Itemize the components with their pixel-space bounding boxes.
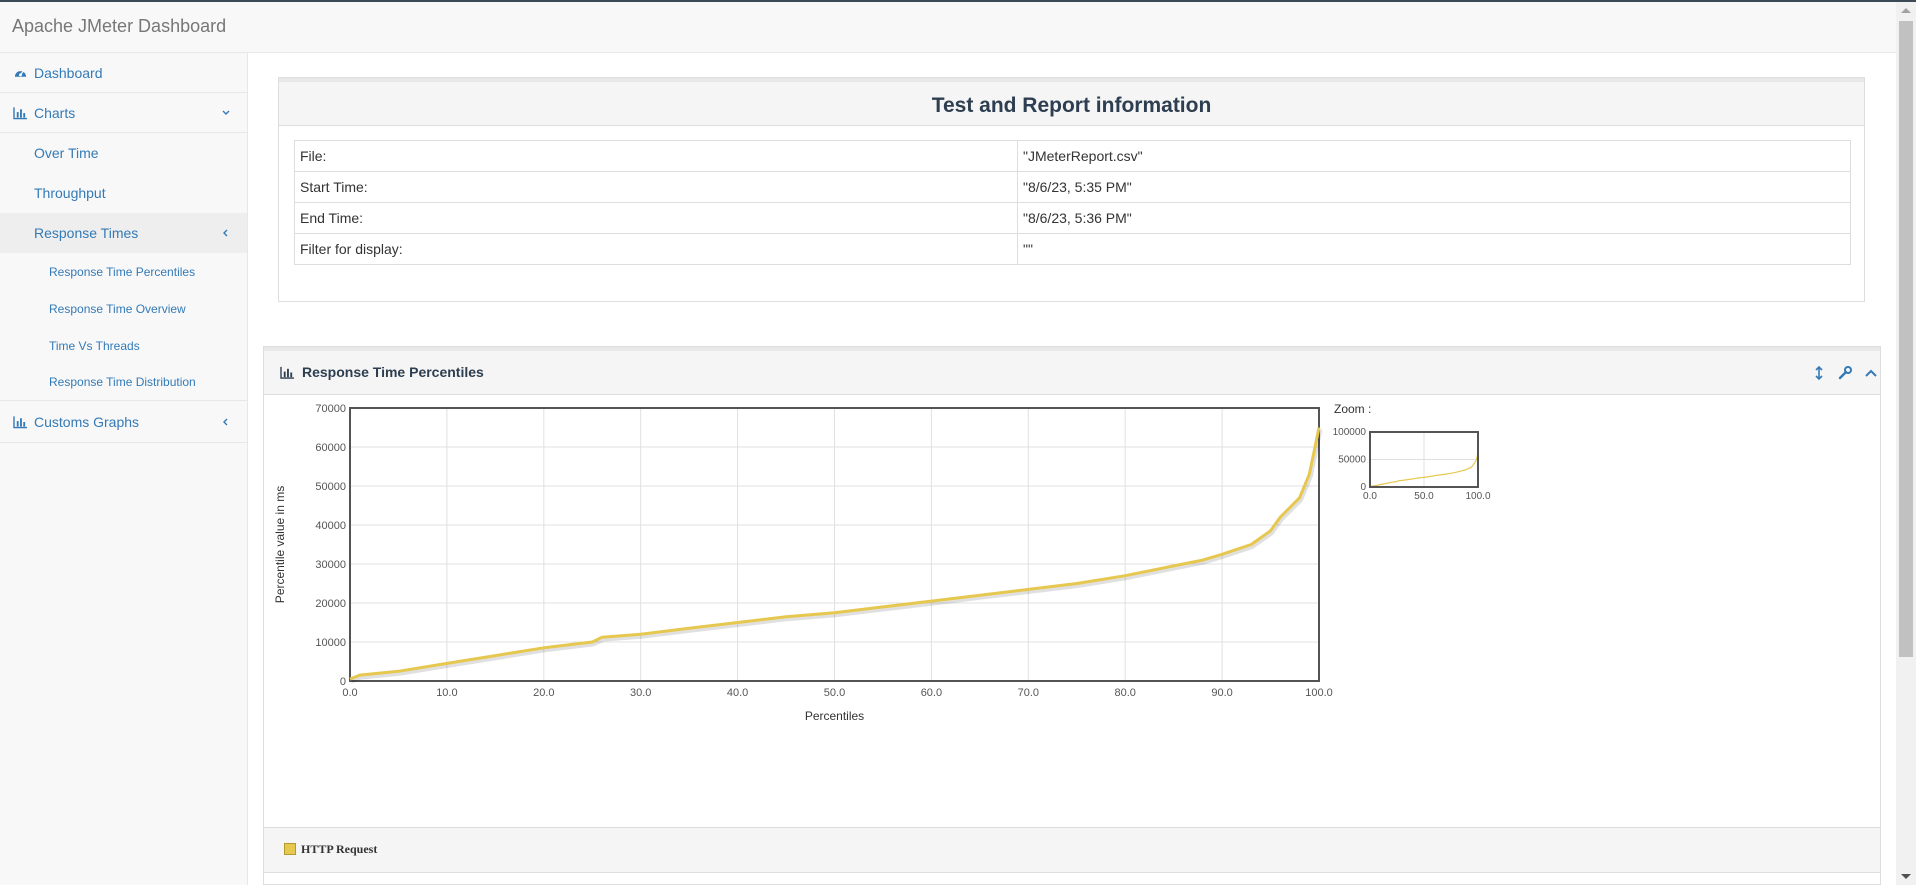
- chart-axes: 0.0 10.0 20.0 30.0 40.0 50.0 60.0 70.0 80.0 90.0 1…: [315, 403, 1332, 699]
- navbar: Apache JMeter Dashboard: [0, 2, 1896, 53]
- window-top-border: [0, 0, 1916, 2]
- y-tick-label: 20000: [315, 598, 346, 610]
- chart-legend: HTTP Request: [264, 827, 1880, 873]
- zoom-plot-border: [1369, 431, 1479, 488]
- x-tick-label: 10.0: [436, 687, 457, 699]
- x-axis-label: Percentiles: [805, 709, 864, 723]
- chevron-down-icon: [222, 110, 230, 115]
- zoom-y-tick-label: 50000: [1338, 455, 1366, 466]
- y-tick-label: 0: [340, 676, 346, 688]
- chevron-left-icon: [223, 229, 228, 237]
- info-key: Start Time:: [294, 171, 1018, 203]
- app-title[interactable]: Apache JMeter Dashboard: [12, 16, 227, 36]
- response-time-percentiles-chart[interactable]: 0.0 10.0 20.0 30.0 40.0 50.0 60.0 70.0 80.0 90.0 1…: [264, 395, 1874, 823]
- x-tick-label: 70.0: [1018, 687, 1039, 699]
- y-axis-label: Percentile value in ms: [273, 486, 287, 603]
- y-tick-label: 10000: [315, 637, 346, 649]
- info-table: File: "JMeterReport.csv" Start Time: "8/…: [294, 140, 1851, 265]
- panel-title: Response Time Percentiles: [302, 364, 484, 380]
- table-row: Start Time: "8/6/23, 5:35 PM": [294, 171, 1851, 203]
- sidebar-item-label: Customs Graphs: [34, 413, 140, 430]
- wrench-icon[interactable]: [1837, 365, 1853, 381]
- x-tick-label: 20.0: [533, 687, 554, 699]
- y-tick-label: 70000: [315, 403, 346, 415]
- sidebar-item-response-time-percentiles[interactable]: Response Time Percentiles: [0, 253, 247, 290]
- main-content: Test and Report information File: "JMete…: [249, 53, 1896, 885]
- sidebar-item-charts[interactable]: Charts: [0, 93, 247, 133]
- zoom-y-tick-label: 0: [1360, 482, 1366, 493]
- sidebar-item-dashboard[interactable]: Dashboard: [0, 53, 247, 93]
- legend-label[interactable]: HTTP Request: [301, 842, 378, 856]
- info-key: Filter for display:: [294, 233, 1018, 265]
- x-tick-label: 90.0: [1211, 687, 1232, 699]
- sidebar-item-response-time-overview[interactable]: Response Time Overview: [0, 290, 247, 327]
- plot-border: [349, 407, 1320, 682]
- resize-vertical-icon[interactable]: [1811, 365, 1827, 381]
- info-value: "": [1017, 233, 1851, 265]
- zoom-label: Zoom :: [1334, 402, 1371, 416]
- response-time-percentiles-panel: Response Time Percentiles 0.0 10.0 20.0 30.…: [263, 346, 1881, 885]
- panel-heading: Response Time Percentiles: [264, 347, 1880, 395]
- zoom-series-line: [1369, 451, 1479, 488]
- scroll-thumb[interactable]: [1899, 21, 1913, 657]
- legend-swatch[interactable]: [284, 843, 296, 855]
- sidebar-item-label: Dashboard: [34, 64, 103, 81]
- panel-title: Test and Report information: [931, 94, 1212, 117]
- sidebar-item-label: Time Vs Threads: [49, 338, 140, 353]
- x-tick-label: 30.0: [630, 687, 651, 699]
- zoom-overview-chart[interactable]: 0.0 50.0 100.0 0 50000 100000: [1333, 427, 1491, 502]
- y-tick-label: 40000: [315, 520, 346, 532]
- x-tick-label: 100.0: [1305, 687, 1333, 699]
- sidebar-item-label: Response Time Overview: [49, 301, 186, 316]
- page-scrollbar[interactable]: [1896, 2, 1916, 885]
- table-row: End Time: "8/6/23, 5:36 PM": [294, 202, 1851, 234]
- sidebar-item-over-time[interactable]: Over Time: [0, 133, 247, 173]
- table-row: Filter for display: "": [294, 233, 1851, 265]
- series-line-http-request[interactable]: [349, 427, 1321, 681]
- bar-chart-icon: [13, 415, 27, 428]
- sidebar-item-label: Charts: [34, 104, 76, 121]
- info-value: "8/6/23, 5:35 PM": [1017, 171, 1851, 203]
- chart-series: [349, 427, 1323, 684]
- scroll-up-arrow[interactable]: [1901, 8, 1911, 13]
- info-key: File:: [294, 140, 1018, 172]
- bar-chart-icon: [13, 106, 27, 119]
- sidebar-item-label: Response Time Percentiles: [49, 264, 196, 279]
- scroll-down-arrow[interactable]: [1901, 874, 1911, 879]
- zoom-y-tick-label: 100000: [1333, 427, 1367, 438]
- panel-heading: Test and Report information: [279, 78, 1864, 126]
- info-value: "JMeterReport.csv": [1017, 140, 1851, 172]
- sidebar-item-label: Response Times: [34, 225, 139, 241]
- sidebar-item-response-times[interactable]: Response Times: [0, 213, 247, 253]
- x-tick-label: 80.0: [1114, 687, 1135, 699]
- chevron-up-icon[interactable]: [1863, 365, 1879, 381]
- x-tick-label: 50.0: [824, 687, 845, 699]
- sidebar-item-label: Throughput: [34, 185, 106, 201]
- test-report-info-panel: Test and Report information File: "JMete…: [278, 77, 1865, 302]
- dashboard-icon: [14, 70, 27, 77]
- sidebar-item-time-vs-threads[interactable]: Time Vs Threads: [0, 327, 247, 364]
- sidebar-item-response-time-distribution[interactable]: Response Time Distribution: [0, 364, 247, 401]
- y-tick-label: 50000: [315, 481, 346, 493]
- zoom-x-tick-label: 0.0: [1363, 491, 1377, 502]
- x-tick-label: 60.0: [921, 687, 942, 699]
- sidebar-item-throughput[interactable]: Throughput: [0, 173, 247, 213]
- y-tick-label: 60000: [315, 442, 346, 454]
- zoom-x-tick-label: 100.0: [1465, 491, 1490, 502]
- bar-chart-icon: [280, 366, 294, 379]
- x-tick-label: 40.0: [727, 687, 748, 699]
- y-tick-label: 30000: [315, 559, 346, 571]
- x-tick-label: 0.0: [342, 687, 357, 699]
- sidebar-item-customs-graphs[interactable]: Customs Graphs: [0, 401, 247, 443]
- zoom-x-tick-label: 50.0: [1414, 491, 1434, 502]
- series-line-shadow: [350, 428, 1323, 684]
- sidebar: Dashboard Charts Over Time Throughput Re…: [0, 53, 248, 885]
- sidebar-item-label: Response Time Distribution: [49, 375, 196, 389]
- chart-grid: [349, 407, 1320, 682]
- table-row: File: "JMeterReport.csv": [294, 140, 1851, 172]
- info-key: End Time:: [294, 202, 1018, 234]
- info-value: "8/6/23, 5:36 PM": [1017, 202, 1851, 234]
- sidebar-item-label: Over Time: [34, 145, 99, 161]
- chevron-left-icon: [223, 418, 228, 425]
